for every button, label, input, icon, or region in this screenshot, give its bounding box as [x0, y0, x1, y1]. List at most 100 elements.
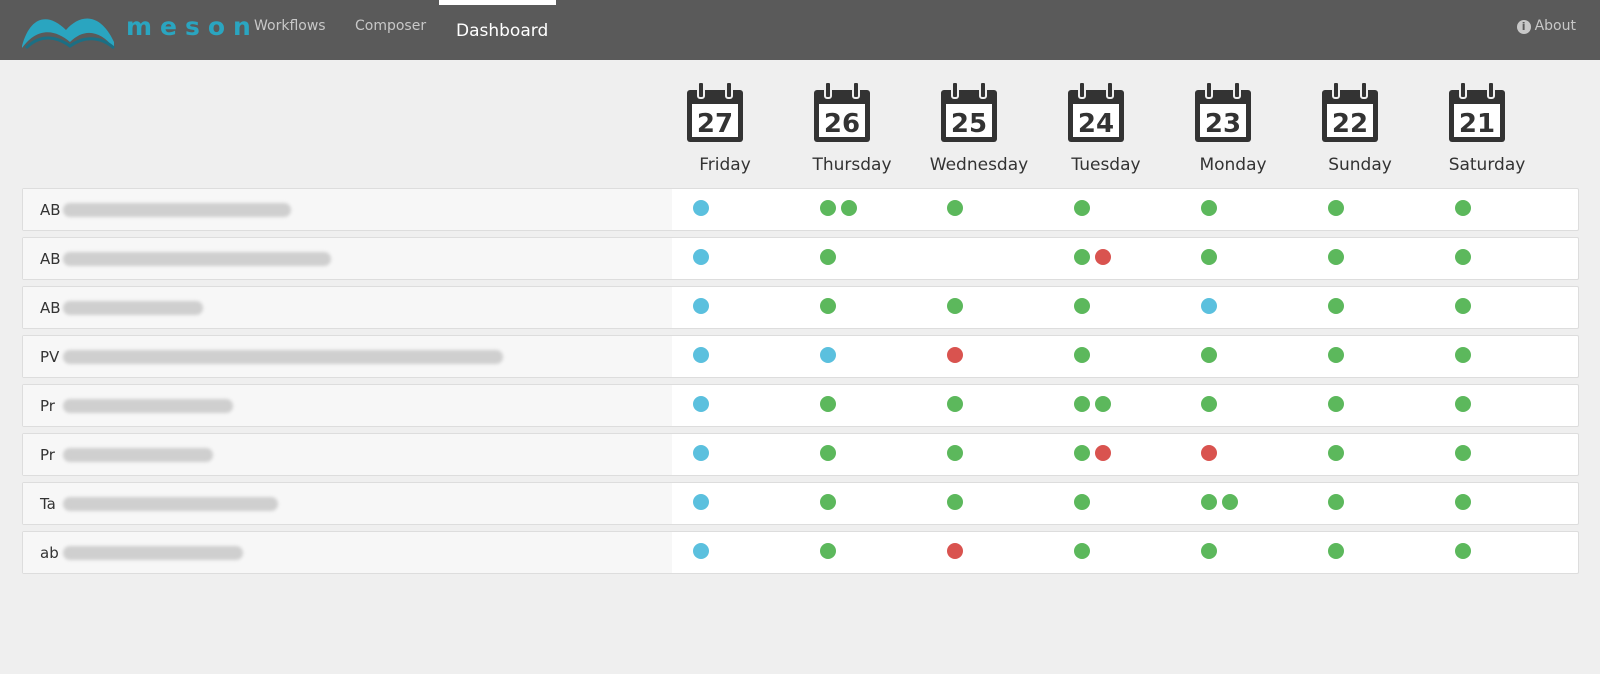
status-dot[interactable]	[693, 494, 709, 510]
status-dot[interactable]	[947, 200, 963, 216]
status-dot[interactable]	[1328, 298, 1344, 314]
status-dot[interactable]	[1222, 494, 1238, 510]
about-text: About	[1534, 18, 1576, 34]
status-dot[interactable]	[820, 347, 836, 363]
status-dot[interactable]	[1328, 494, 1344, 510]
day-date: 24	[1078, 109, 1114, 139]
status-dot[interactable]	[693, 445, 709, 461]
workflow-row[interactable]: AB	[22, 286, 1579, 329]
status-dot[interactable]	[820, 543, 836, 559]
status-dot[interactable]	[1455, 543, 1471, 559]
row-label: Ta	[40, 495, 56, 513]
nav-link[interactable]: Dashboard	[456, 21, 549, 41]
status-dot[interactable]	[1074, 298, 1090, 314]
status-dot[interactable]	[1455, 298, 1471, 314]
workflow-row[interactable]: PV	[22, 335, 1579, 378]
status-dot[interactable]	[1074, 543, 1090, 559]
calendar-icon: 26	[814, 81, 870, 142]
status-dot[interactable]	[820, 249, 836, 265]
status-dot[interactable]	[1455, 249, 1471, 265]
status-dot[interactable]	[1201, 298, 1217, 314]
calendar-icon: 21	[1449, 81, 1505, 142]
status-dot[interactable]	[820, 494, 836, 510]
status-dot[interactable]	[1095, 396, 1111, 412]
day-date: 27	[697, 109, 733, 139]
day-name: Sunday	[1328, 155, 1392, 175]
status-dot[interactable]	[1328, 396, 1344, 412]
status-dot[interactable]	[1455, 396, 1471, 412]
navbar: meson i About Workflows Composer Dashboard	[0, 0, 1600, 60]
row-label: AB	[40, 201, 61, 219]
workflow-row[interactable]: AB	[22, 237, 1579, 280]
status-dot[interactable]	[1074, 445, 1090, 461]
logo	[22, 18, 115, 50]
nav-link[interactable]: Composer	[355, 18, 427, 34]
status-dot[interactable]	[1201, 347, 1217, 363]
status-dot[interactable]	[1328, 445, 1344, 461]
status-dot[interactable]	[693, 200, 709, 216]
status-dot[interactable]	[947, 396, 963, 412]
info-icon: i	[1516, 20, 1531, 34]
status-dot[interactable]	[1074, 347, 1090, 363]
status-dot[interactable]	[820, 298, 836, 314]
status-dot[interactable]	[947, 347, 963, 363]
status-dot[interactable]	[1201, 494, 1217, 510]
status-dot[interactable]	[1095, 445, 1111, 461]
status-dot[interactable]	[947, 298, 963, 314]
status-dot[interactable]	[1328, 347, 1344, 363]
redacted	[63, 301, 203, 315]
day-date: 26	[824, 109, 860, 139]
status-dot[interactable]	[1201, 445, 1217, 461]
status-dot[interactable]	[1201, 396, 1217, 412]
status-dot[interactable]	[947, 445, 963, 461]
status-dot[interactable]	[1074, 396, 1090, 412]
row-label: AB	[40, 250, 61, 268]
status-dot[interactable]	[1074, 249, 1090, 265]
status-dot[interactable]	[1074, 494, 1090, 510]
day-date: 21	[1459, 109, 1495, 139]
day-name: Tuesday	[1071, 155, 1141, 175]
row-label: Pr	[40, 397, 55, 415]
status-dot[interactable]	[820, 445, 836, 461]
workflow-row[interactable]: Pr	[22, 384, 1579, 427]
status-dot[interactable]	[693, 298, 709, 314]
status-dot[interactable]	[947, 494, 963, 510]
status-dot[interactable]	[693, 249, 709, 265]
day-date: 23	[1205, 109, 1241, 139]
status-dot[interactable]	[1201, 249, 1217, 265]
status-dot[interactable]	[1455, 200, 1471, 216]
status-dot[interactable]	[1074, 200, 1090, 216]
active-indicator	[439, 0, 556, 5]
status-dot[interactable]	[693, 396, 709, 412]
calendar-icon: 27	[687, 81, 743, 142]
status-dot[interactable]	[820, 396, 836, 412]
status-dot[interactable]	[1328, 543, 1344, 559]
workflow-row[interactable]: Pr	[22, 433, 1579, 476]
day-date: 25	[951, 109, 987, 139]
status-dot[interactable]	[693, 347, 709, 363]
status-dot[interactable]	[1201, 543, 1217, 559]
nav-link[interactable]: Workflows	[254, 18, 326, 34]
status-dot[interactable]	[1455, 494, 1471, 510]
status-dot[interactable]	[947, 543, 963, 559]
workflow-row[interactable]: Ta	[22, 482, 1579, 525]
workflow-row[interactable]: ab	[22, 531, 1579, 574]
status-dot[interactable]	[1095, 249, 1111, 265]
status-dot[interactable]	[1201, 200, 1217, 216]
calendar-icon: 24	[1068, 81, 1124, 142]
row-label: Pr	[40, 446, 55, 464]
brand[interactable]: meson	[126, 12, 259, 41]
status-dot[interactable]	[693, 543, 709, 559]
workflow-row[interactable]: AB	[22, 188, 1579, 231]
status-dot[interactable]	[1455, 445, 1471, 461]
about-link[interactable]: i About	[1516, 18, 1576, 34]
status-dot[interactable]	[1455, 347, 1471, 363]
row-label: AB	[40, 299, 61, 317]
status-dot[interactable]	[1328, 249, 1344, 265]
status-dot[interactable]	[820, 200, 836, 216]
calendar-icon: 23	[1195, 81, 1251, 142]
status-dot[interactable]	[1328, 200, 1344, 216]
redacted	[63, 546, 243, 560]
status-dot[interactable]	[841, 200, 857, 216]
